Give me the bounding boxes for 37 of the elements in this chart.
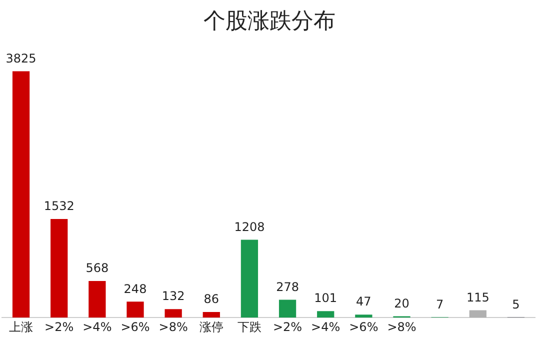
bar [317,311,334,318]
bar [240,240,258,318]
bar [355,314,372,318]
x-tick-label: 下跌 [237,320,262,334]
data-label: 248 [124,282,147,296]
data-label: 1208 [234,220,265,234]
data-label: 1532 [44,199,74,214]
data-label: 7 [436,297,444,312]
x-tick-label: >8% [158,320,188,334]
bar [469,310,486,318]
data-label: 3825 [6,51,36,66]
chart-title: 个股涨跌分布 [202,8,336,36]
data-label: 568 [86,261,109,276]
data-label: 132 [162,289,185,304]
data-label: 47 [356,294,372,309]
x-tick-label: 涨停 [199,320,224,334]
x-tick-label: >8% [387,320,416,334]
bar [50,218,68,318]
x-tick-label: >2% [272,320,302,334]
x-tick-label: >6% [349,320,378,334]
bar [164,309,182,318]
bar [278,300,296,318]
bar [88,281,106,318]
x-tick-label: >4% [311,320,340,334]
bar [12,71,30,318]
data-label: 278 [276,280,299,294]
x-tick-label: 上涨 [9,320,34,334]
data-label: 5 [512,297,520,312]
data-label: 115 [466,290,490,304]
x-tick-label: >6% [120,320,150,334]
data-label: 20 [394,296,410,310]
data-label: 101 [314,291,338,306]
bar [202,312,220,318]
x-tick-label: >4% [82,320,112,334]
bar [126,302,144,318]
x-tick-label: >2% [44,320,74,334]
data-label: 86 [204,292,220,306]
